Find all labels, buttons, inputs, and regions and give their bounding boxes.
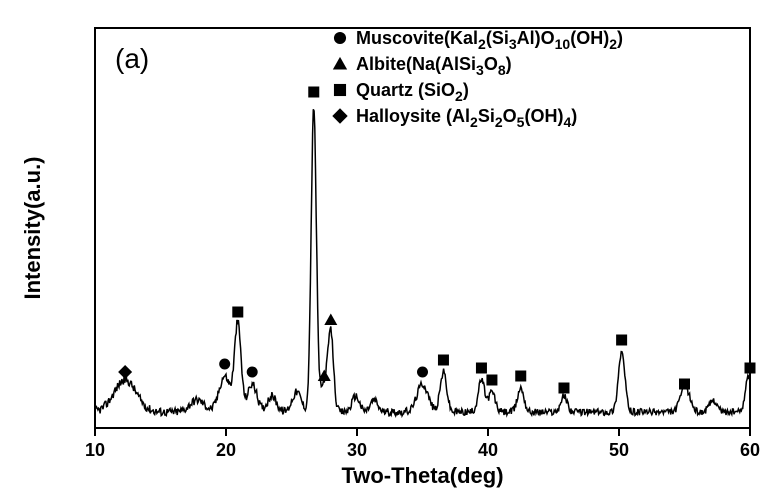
svg-text:Two-Theta(deg): Two-Theta(deg) [341,463,503,488]
svg-text:(a): (a) [115,43,149,74]
svg-text:Albite(Na(AlSi3O8): Albite(Na(AlSi3O8) [356,54,512,78]
svg-text:Muscovite(Kal2(Si3Al)O10(OH)2): Muscovite(Kal2(Si3Al)O10(OH)2) [356,28,623,52]
svg-text:Intensity(a.u.): Intensity(a.u.) [20,156,45,299]
svg-text:10: 10 [85,440,105,460]
svg-text:Quartz (SiO2): Quartz (SiO2) [356,80,469,104]
chart-svg: 10 20 30 40 50 60 Intensity(a.u.) Two-Theta(deg… [0,0,780,502]
svg-text:20: 20 [216,440,236,460]
svg-text:Halloysite (Al2Si2O5(OH)4): Halloysite (Al2Si2O5(OH)4) [356,106,577,130]
xrd-chart: { "chart": { "type": "line", "panel_labe… [0,0,780,502]
svg-text:60: 60 [740,440,760,460]
svg-text:40: 40 [478,440,498,460]
svg-text:30: 30 [347,440,367,460]
svg-text:50: 50 [609,440,629,460]
